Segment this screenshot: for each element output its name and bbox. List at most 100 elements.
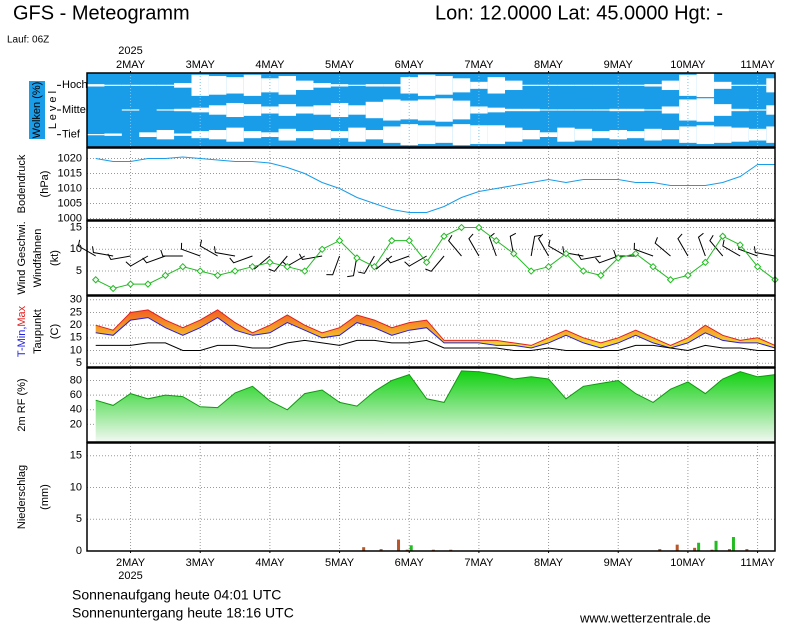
x-tick-label: 4MAY	[255, 557, 285, 569]
cloud-cover	[644, 128, 662, 141]
cloud-cover	[191, 131, 209, 139]
level-label: Tief	[62, 129, 81, 141]
y-axis-label: (C)	[49, 324, 61, 339]
cloud-cover	[574, 84, 593, 86]
cloud-cover	[104, 84, 122, 86]
cloud-cover	[417, 99, 436, 121]
panel-border	[86, 72, 776, 148]
wind-barb	[77, 239, 96, 257]
wind-marker	[544, 262, 553, 271]
cloud-cover	[174, 133, 192, 136]
wind-barb	[548, 239, 567, 257]
precip-bar	[714, 540, 718, 551]
wind-marker	[579, 267, 588, 275]
cloud-cover	[365, 129, 384, 140]
wind-barb	[199, 239, 218, 257]
cloud-cover	[626, 108, 645, 112]
y-tick-label: 15	[70, 450, 82, 462]
cloud-cover	[557, 127, 575, 142]
cloud-cover	[714, 126, 732, 143]
y-tick-label: 0	[76, 545, 82, 557]
cloud-cover	[226, 77, 244, 94]
y-tick-label: 1010	[58, 182, 82, 194]
y-tick-label: 40	[70, 404, 82, 416]
y-tick-label: 20	[70, 418, 82, 430]
sunrise: Sonnenaufgang heute 04:01 UTC	[72, 587, 281, 603]
x-tick-label: 4MAY	[255, 59, 285, 71]
cloud-cover	[557, 84, 575, 86]
wind-marker	[527, 267, 535, 275]
cloud-cover	[296, 106, 314, 114]
cloud-cover	[452, 78, 471, 93]
cloud-cover	[278, 128, 297, 141]
legend-entry: Wind Geschwi.	[16, 221, 28, 294]
cloud-cover	[261, 132, 279, 138]
wind-barb	[595, 255, 619, 264]
title: GFS - Meteogramm	[13, 2, 190, 24]
cloud-cover	[661, 80, 680, 91]
cloud-cover	[505, 80, 523, 91]
wind-barb	[229, 255, 253, 264]
precip-bar	[397, 539, 401, 551]
cloud-cover	[470, 125, 488, 145]
wind-barb	[268, 255, 288, 272]
cloud-cover	[400, 124, 418, 146]
wind-marker	[631, 249, 640, 258]
wind-barb	[633, 242, 654, 257]
x-tick-label: 10MAY	[670, 59, 706, 71]
cloud-cover	[87, 84, 105, 87]
cloud-cover	[522, 129, 540, 140]
wind-barb	[537, 233, 550, 257]
cloud-cover	[592, 131, 610, 139]
wind-marker	[562, 249, 570, 258]
y-axis-label: Niederschlag	[16, 465, 28, 529]
wind-marker	[475, 223, 483, 232]
x-tick-label: 5MAY	[325, 59, 355, 71]
precip-bar	[727, 549, 731, 551]
wind-marker	[719, 232, 727, 240]
cloud-cover	[348, 127, 366, 142]
cloud-cover	[766, 105, 775, 115]
wind-barb	[125, 255, 149, 267]
cloud-cover	[487, 125, 506, 145]
wind-barb	[468, 233, 480, 257]
level-label: Mittel	[62, 104, 88, 116]
legend-entry: T-Min,	[16, 327, 28, 358]
panel-border	[86, 442, 776, 552]
cloud-cover	[748, 128, 767, 141]
panel-background	[87, 443, 775, 551]
wind-marker	[318, 245, 326, 254]
cloud-cover	[208, 75, 227, 95]
cloud-cover	[365, 84, 384, 87]
cloud-cover	[139, 84, 157, 86]
y-tick-label: 5	[76, 357, 82, 369]
precip-bar	[362, 547, 366, 551]
precip-bar	[658, 549, 662, 551]
wind-barb	[709, 235, 724, 257]
wind-barb	[347, 255, 358, 278]
cloud-cover	[487, 107, 506, 113]
wind-marker	[422, 258, 431, 267]
wind-marker	[701, 258, 710, 267]
cloud-cover	[278, 104, 297, 116]
y-tick-label: 15	[70, 332, 82, 344]
wind-marker	[266, 258, 274, 267]
legend-entry: Max	[16, 305, 28, 326]
wind-marker	[440, 232, 448, 240]
cloud-cover	[522, 108, 540, 112]
wind-barb	[722, 239, 741, 257]
cloud-cover	[383, 99, 401, 121]
wind-barb	[530, 234, 541, 257]
cloud-cover	[644, 109, 662, 111]
precip-bar	[745, 549, 749, 551]
source: www.wetterzentrale.de	[579, 610, 711, 625]
cloud-cover	[383, 126, 401, 143]
cloud-cover	[661, 129, 680, 140]
wind-marker	[736, 241, 744, 249]
y-axis-label: Bodendruck	[16, 154, 28, 213]
cloud-label: Wolken (%)	[31, 82, 43, 139]
level-label: Hoch	[62, 79, 88, 91]
y-tick-label: 25	[70, 306, 82, 318]
x-tick-label: 8MAY	[534, 557, 564, 569]
wind-barb	[509, 232, 517, 257]
